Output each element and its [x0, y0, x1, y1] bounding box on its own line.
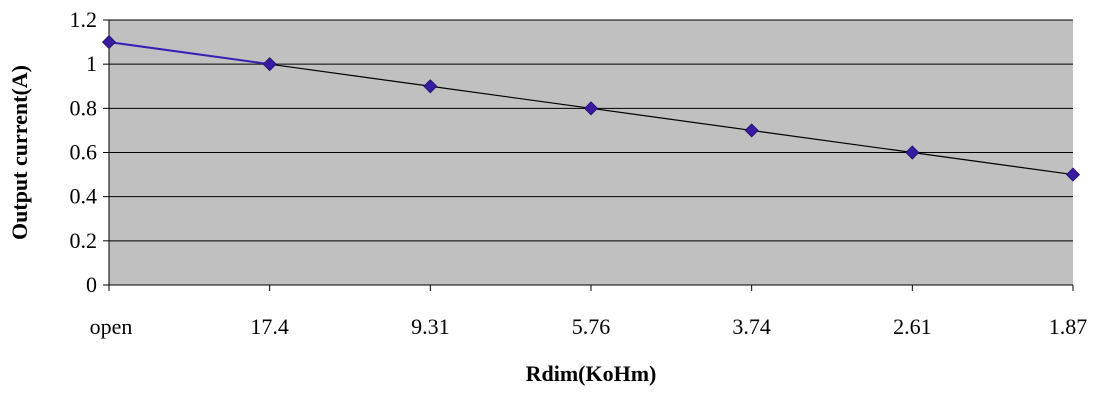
x-axis: open 17.4 9.31 5.76 3.74 2.61 1.87: [90, 284, 1088, 339]
y-tick-label: 0: [86, 272, 97, 297]
x-axis-title: Rdim(KoHm): [526, 361, 657, 386]
x-tick-label: 1.87: [1049, 314, 1088, 339]
series-line-segment: [590, 107, 752, 132]
y-axis-title: Output current(A): [7, 65, 32, 240]
series-line-segment: [108, 41, 270, 66]
y-axis: 0 0.2 0.4 0.6 0.8 1 1.2: [70, 7, 110, 297]
series-group: [101, 35, 1081, 182]
y-tick-label: 0.2: [70, 228, 98, 253]
series-line-segment: [912, 151, 1074, 176]
y-tick-label: 1: [86, 51, 97, 76]
data-point-marker: [423, 79, 438, 94]
x-tick-label: 3.74: [732, 314, 771, 339]
data-point-marker: [905, 145, 920, 160]
x-tick-label: 9.31: [411, 314, 450, 339]
data-point-marker: [744, 123, 759, 138]
series-line-segment: [430, 85, 592, 109]
y-tick-label: 1.2: [70, 7, 98, 32]
x-tick-label: open: [90, 314, 133, 339]
series-line-segment: [269, 63, 431, 87]
data-point-marker: [101, 35, 117, 50]
x-tick-label: 17.4: [250, 314, 289, 339]
data-point-marker: [1065, 167, 1081, 182]
y-tick-label: 0.6: [70, 140, 98, 165]
y-tick-label: 0.8: [70, 95, 98, 120]
y-tick-label: 0.4: [70, 184, 98, 209]
x-tick-label: 5.76: [572, 314, 611, 339]
series-line-segment: [751, 129, 913, 154]
data-point-marker: [262, 57, 277, 72]
data-point-marker: [583, 101, 599, 116]
x-tick-label: 2.61: [893, 314, 932, 339]
